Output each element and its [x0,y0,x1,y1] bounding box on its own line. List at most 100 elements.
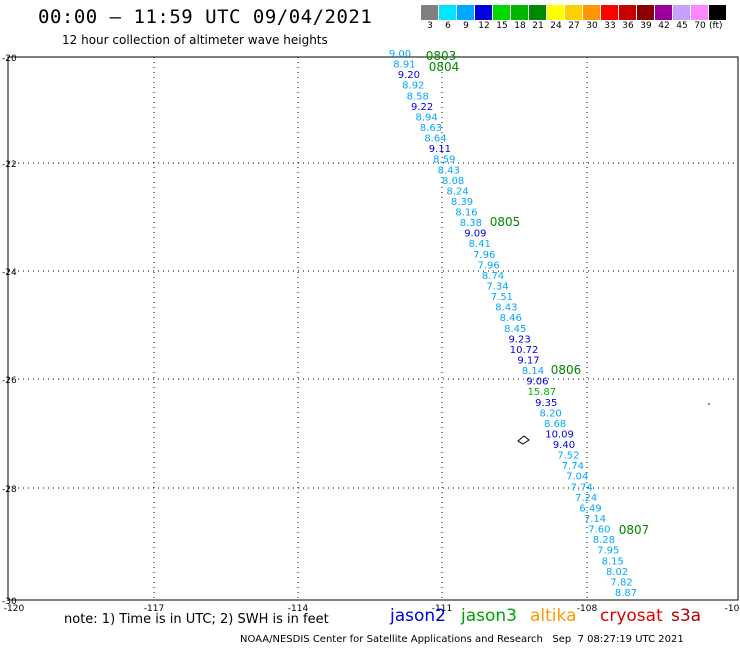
legend-swatch [601,5,619,20]
legend-label: 42 [658,21,670,31]
legend-label: 30 [586,21,598,31]
lon-tick-label: -10 [725,604,740,614]
legend-swatch [439,5,457,20]
legend-label: 3 [427,21,433,31]
wave-height-value: 7.74 [571,482,593,493]
satellite-s3a: s3a [671,606,702,626]
time-label: 0806 [551,363,582,377]
wave-height-value: 8.38 [460,218,482,229]
wave-height-value: 9.40 [553,440,575,451]
wave-height-value: 8.15 [602,556,624,567]
legend-swatch [475,5,493,20]
legend-label: 24 [550,21,562,31]
legend-swatch [673,5,691,20]
wave-height-value: 7.52 [557,451,579,462]
legend-label: 18 [514,21,526,31]
wave-height-value: 10.09 [545,429,574,440]
wave-height-value: 7.04 [566,472,588,483]
wave-height-value: 8.20 [540,408,562,419]
wave-height-value: 8.28 [593,535,615,546]
time-label: 0805 [490,215,521,229]
legend-swatch [691,5,709,20]
wave-height-value: 9.06 [526,377,548,388]
wave-height-value: 9.22 [411,102,433,113]
satellite-jason2: jason2 [390,606,446,626]
credit-line: NOAA/NESDIS Center for Satellite Applica… [240,634,684,645]
wave-height-value: 8.92 [402,81,424,92]
map-frame [7,56,739,601]
wave-height-value: 7.96 [473,250,495,261]
wave-height-value: 8.43 [495,303,517,314]
legend-swatch [655,5,673,20]
wave-height-value: 8.45 [504,324,526,335]
wave-height-value: 7.74 [562,461,584,472]
lat-tick-label: -28 [2,485,17,495]
legend-swatch [457,5,475,20]
time-label: 0807 [619,523,650,537]
legend-label: 36 [622,21,634,31]
lon-tick-label: -117 [144,604,164,614]
wave-height-value: 9.35 [535,398,557,409]
wave-height-value: 9.09 [464,229,486,240]
wave-height-value: 8.74 [482,271,504,282]
legend-swatch [709,5,727,20]
legend-swatch [511,5,529,20]
lat-tick-label: -20 [2,54,17,64]
satellite-jason3: jason3 [461,606,517,626]
footnote: note: 1) Time is in UTC; 2) SWH is in fe… [64,612,329,627]
wave-height-value: 8.63 [420,123,442,134]
lon-tick-label: -114 [288,604,309,614]
wave-height-value: 8.24 [446,186,468,197]
lat-tick-label: -24 [2,268,17,278]
wave-height-value: 8.64 [424,134,446,145]
wave-height-value: 8.43 [438,165,460,176]
wave-height-value: 8.94 [415,112,437,123]
wave-height-value: 9.00 [389,49,411,60]
legend-labels: 3 6 9 12 15 18 21 24 27 30 33 36 39 42 45 70 [421,21,740,35]
color-legend [421,5,727,20]
map-subtitle: 12 hour collection of altimeter wave hei… [62,33,328,47]
legend-swatch [547,5,565,20]
satellite-altika: altika [530,606,577,626]
legend-label: 45 [676,21,688,31]
wave-height-value: 7.51 [491,292,513,303]
island-outline [517,435,530,445]
wave-height-value: 7.95 [597,546,619,557]
lon-tick-label: -108 [577,604,598,614]
wave-height-value: 8.58 [407,91,429,102]
legend-label: 39 [640,21,652,31]
legend-label: 15 [496,21,508,31]
legend-swatch [421,5,439,20]
wave-height-value: 8.91 [393,60,415,71]
wave-height-value: 9.23 [509,334,531,345]
map-title: 00:00 – 11:59 UTC 09/04/2021 [38,6,373,28]
lat-tick-label: -22 [2,160,17,170]
legend-unit: (ft) [709,21,723,31]
satellite-cryosat: cryosat [600,606,663,626]
wave-height-value: 8.41 [469,239,491,250]
wave-height-value: 8.46 [500,313,522,324]
lat-tick-label: -26 [2,376,17,386]
legend-label: 9 [463,21,469,31]
wave-height-value: 9.17 [517,355,539,366]
legend-label: 12 [478,21,490,31]
wave-height-value: 7.24 [575,493,597,504]
wave-height-value: 15.87 [527,387,556,398]
legend-label: 27 [568,21,580,31]
legend-swatch [565,5,583,20]
wave-height-value: 7.14 [584,514,606,525]
wave-height-value: 8.59 [433,155,455,166]
island-dot [708,403,710,405]
legend-swatch [637,5,655,20]
wave-height-value: 8.02 [606,567,628,578]
wave-height-value: 8.16 [455,208,477,219]
wave-height-value: 9.20 [398,70,420,81]
legend-label: 6 [445,21,451,31]
wave-height-value: 7.96 [477,260,499,271]
legend-label: 33 [604,21,616,31]
wave-height-value: 7.82 [610,577,632,588]
legend-label: 70 [694,21,706,31]
wave-height-value: 8.68 [544,419,566,430]
time-label: 0803 [426,49,457,63]
